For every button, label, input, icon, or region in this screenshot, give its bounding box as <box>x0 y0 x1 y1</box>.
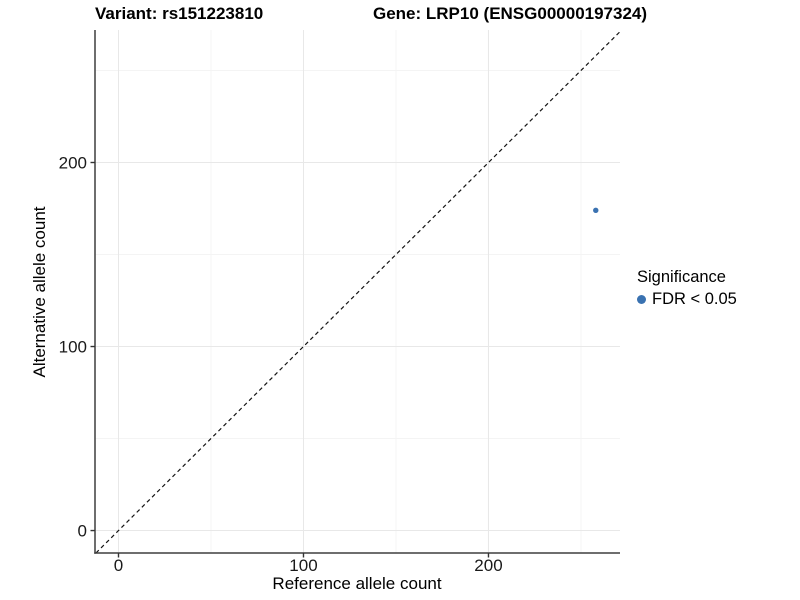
legend-item-label: FDR < 0.05 <box>652 290 737 308</box>
legend-point-icon <box>637 295 646 304</box>
x-axis-title: Reference allele count <box>272 574 442 593</box>
legend-title: Significance <box>637 268 726 286</box>
plot-title-variant: Variant: rs151223810 <box>95 4 264 23</box>
plot-title-gene: Gene: LRP10 (ENSG00000197324) <box>373 4 648 23</box>
identity-dashed-line <box>95 31 621 554</box>
x-tick-label: 100 <box>289 556 317 575</box>
y-tick-label: 0 <box>78 522 87 541</box>
legend-item: FDR < 0.05 <box>630 290 737 309</box>
y-tick-label: 200 <box>59 153 87 172</box>
x-tick-label: 200 <box>474 556 502 575</box>
x-tick-label: 0 <box>114 556 123 575</box>
legend: Significance FDR < 0.05 <box>630 268 737 309</box>
y-tick-label: 100 <box>59 338 87 357</box>
data-point <box>593 207 599 214</box>
